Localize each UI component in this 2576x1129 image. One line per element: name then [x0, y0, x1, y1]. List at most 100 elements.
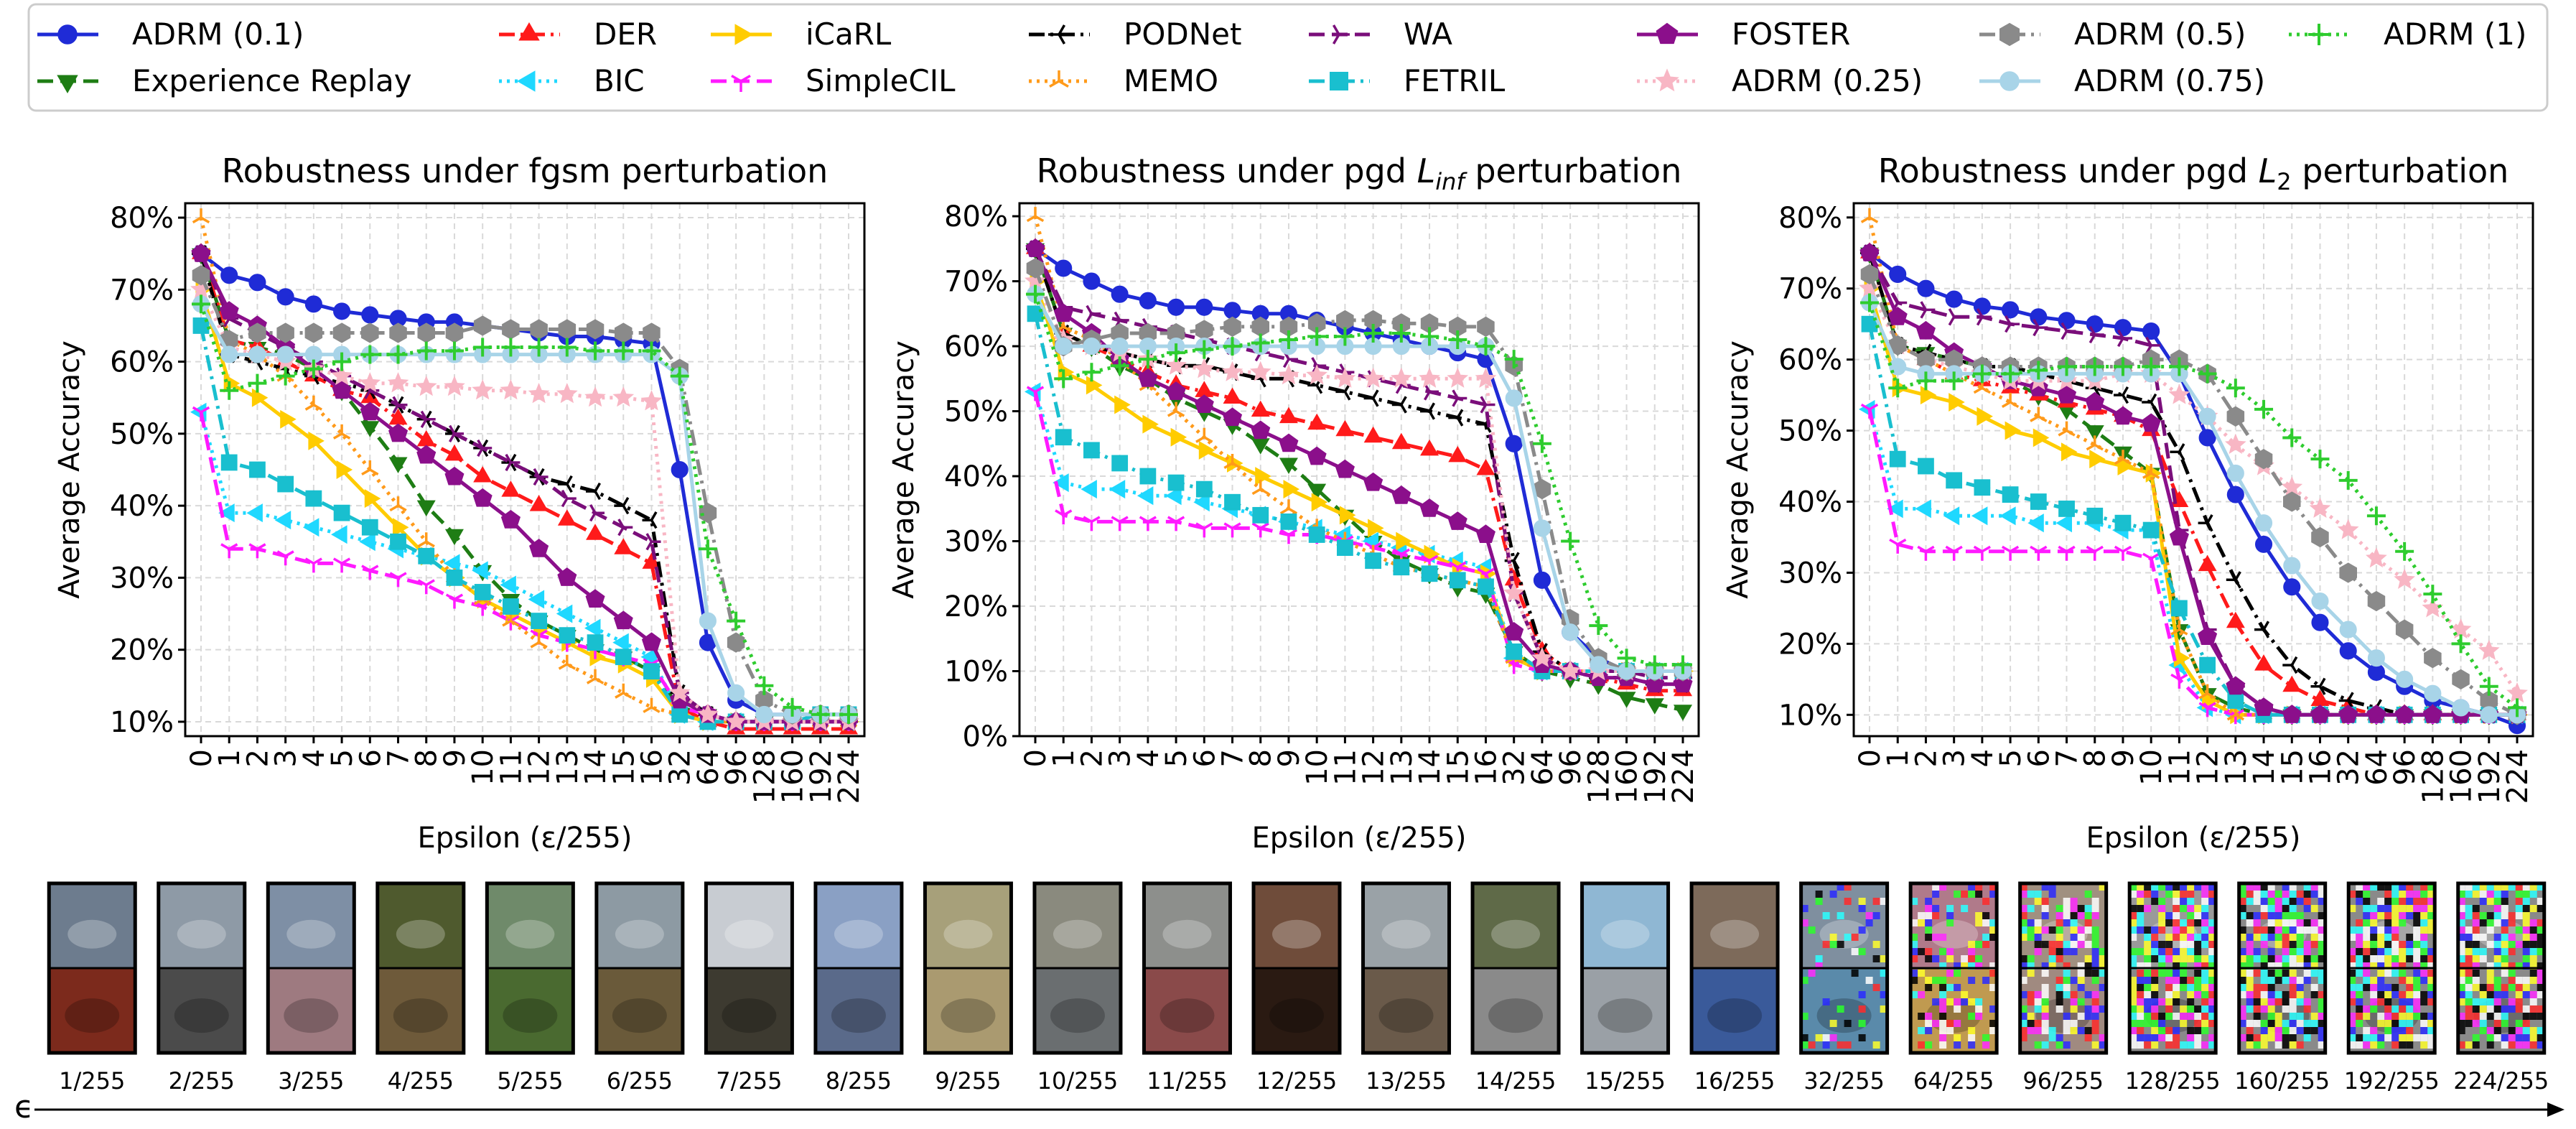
- noise-pixel: [2077, 926, 2085, 934]
- noise-pixel: [2501, 1013, 2509, 1020]
- noise-pixel: [2208, 1020, 2216, 1027]
- data-point: [2057, 357, 2076, 376]
- data-point: [304, 395, 322, 411]
- x-axis-label: Epsilon (ε/255): [418, 822, 633, 855]
- data-point: [727, 611, 746, 631]
- data-point: [2142, 463, 2160, 479]
- noise-pixel: [2529, 948, 2537, 955]
- noise-pixel: [1925, 912, 1933, 919]
- x-tick-label: 7: [383, 749, 416, 767]
- series-simplecil: [1026, 386, 1692, 681]
- noise-pixel: [2077, 1013, 2085, 1020]
- noise-pixel: [2493, 883, 2501, 891]
- noise-pixel: [2041, 1013, 2049, 1020]
- noise-pixel: [2158, 948, 2166, 955]
- data-point: [1420, 327, 1439, 346]
- noise-pixel: [2173, 934, 2180, 941]
- noise-pixel: [2027, 1027, 2035, 1034]
- noise-pixel: [2479, 883, 2487, 891]
- noise-pixel: [2144, 934, 2152, 941]
- noise-pixel: [2522, 984, 2530, 991]
- noise-pixel: [1939, 1020, 1947, 1027]
- noise-pixel: [2384, 934, 2392, 941]
- noise-pixel: [2063, 905, 2071, 912]
- noise-pixel: [2363, 926, 2371, 934]
- data-point: [2168, 384, 2190, 404]
- noise-pixel: [1946, 905, 1954, 912]
- noise-pixel: [2296, 977, 2304, 984]
- noise-pixel: [2173, 977, 2180, 984]
- noise-pixel: [2479, 912, 2487, 919]
- noise-pixel: [2501, 962, 2509, 970]
- noise-pixel: [1932, 977, 1940, 984]
- x-tick-label: 1: [213, 749, 246, 767]
- noise-pixel: [2289, 941, 2297, 948]
- noise-pixel: [1939, 991, 1947, 998]
- noise-pixel: [2472, 1005, 2480, 1013]
- noise-pixel: [2501, 941, 2509, 948]
- noise-pixel: [2253, 912, 2261, 919]
- noise-pixel: [1939, 1027, 1947, 1034]
- noise-pixel: [1918, 1013, 1926, 1020]
- noise-pixel: [1939, 984, 1947, 991]
- noise-pixel: [2194, 934, 2202, 941]
- data-point: [2113, 406, 2133, 425]
- data-point: [192, 406, 210, 422]
- noise-pixel: [2508, 962, 2516, 970]
- noise-pixel: [2515, 905, 2523, 912]
- data-point: [1165, 486, 1182, 506]
- noise-pixel: [2391, 955, 2399, 962]
- data-point: [1475, 367, 1497, 388]
- noise-pixel: [2363, 1005, 2371, 1013]
- noise-pixel: [2370, 934, 2378, 941]
- noise-pixel: [2363, 1034, 2371, 1041]
- data-point: [642, 341, 661, 361]
- noise-pixel: [2537, 977, 2544, 984]
- noise-pixel: [1989, 1005, 1997, 1013]
- noise-pixel: [2348, 955, 2356, 962]
- noise-pixel: [2377, 970, 2385, 977]
- x-tick-label: 8: [1245, 749, 1278, 767]
- data-point: [1251, 400, 1270, 417]
- noise-pixel: [2522, 926, 2530, 934]
- sample-subject: [612, 998, 667, 1033]
- data-point: [1915, 320, 1936, 340]
- data-point: [1335, 419, 1355, 437]
- data-point: [333, 302, 351, 320]
- noise-pixel: [1968, 1034, 1976, 1041]
- noise-pixel: [1858, 1020, 1866, 1027]
- noise-pixel: [2501, 934, 2509, 941]
- noise-pixel: [2267, 919, 2275, 926]
- noise-pixel: [2486, 991, 2494, 998]
- data-point: [1503, 582, 1525, 603]
- y-tick-label: 50%: [944, 396, 1008, 429]
- noise-pixel: [2246, 891, 2254, 898]
- noise-pixel: [2391, 891, 2399, 898]
- noise-pixel: [1910, 898, 1918, 905]
- noise-pixel: [2356, 1020, 2363, 1027]
- noise-pixel: [2377, 1034, 2385, 1041]
- noise-pixel: [2318, 1013, 2325, 1020]
- noise-pixel: [2246, 934, 2254, 941]
- data-point: [2170, 357, 2189, 376]
- noise-pixel: [2384, 948, 2392, 955]
- noise-pixel: [2041, 926, 2049, 934]
- noise-pixel: [2384, 962, 2392, 970]
- data-point: [1223, 453, 1241, 470]
- data-point: [1111, 338, 1129, 356]
- noise-pixel: [2194, 941, 2202, 948]
- data-point: [2086, 545, 2104, 561]
- noise-pixel: [2537, 984, 2544, 991]
- data-point: [1916, 371, 1936, 391]
- noise-pixel: [1808, 926, 1816, 934]
- noise-pixel: [2522, 1005, 2530, 1013]
- data-point: [219, 301, 239, 320]
- noise-pixel: [2493, 948, 2501, 955]
- data-point: [1111, 285, 1129, 303]
- noise-pixel: [2356, 962, 2363, 970]
- noise-pixel: [2063, 962, 2071, 970]
- noise-pixel: [2027, 891, 2035, 898]
- noise-pixel: [2201, 955, 2209, 962]
- noise-pixel: [1872, 898, 1880, 905]
- noise-pixel: [2201, 1005, 2209, 1013]
